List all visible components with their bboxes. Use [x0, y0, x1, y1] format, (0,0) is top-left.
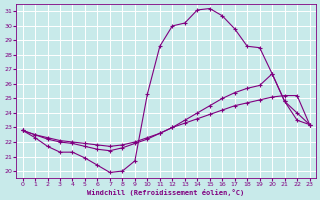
X-axis label: Windchill (Refroidissement éolien,°C): Windchill (Refroidissement éolien,°C): [87, 189, 245, 196]
